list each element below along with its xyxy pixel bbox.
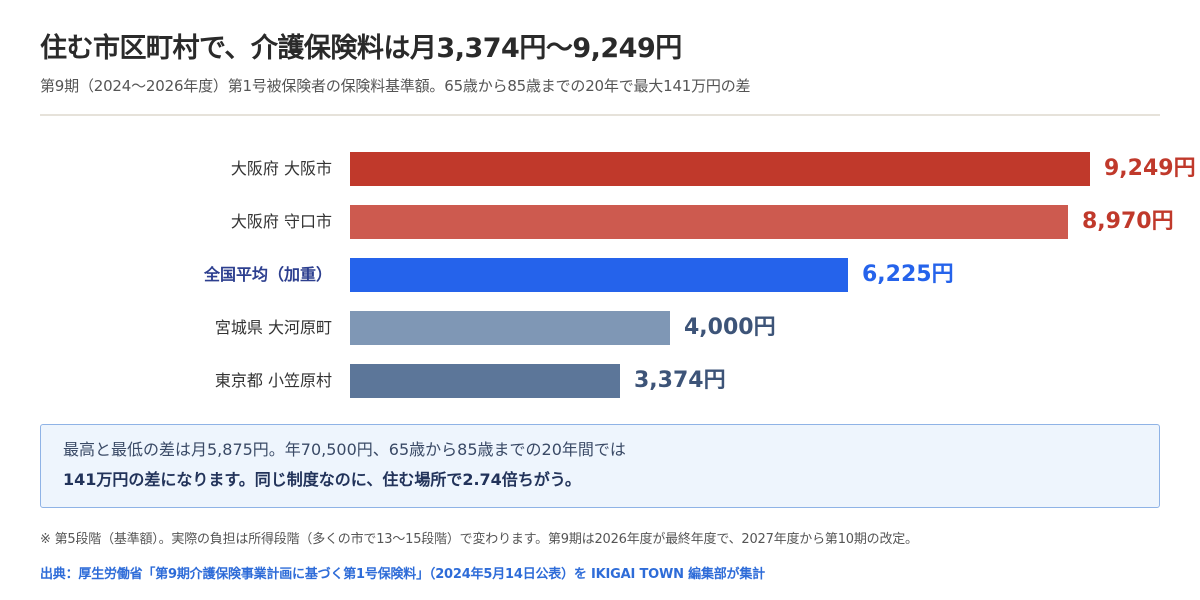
bar-label: 宮城県 大河原町 bbox=[214, 318, 332, 337]
note-line-1: 最高と最低の差は月5,875円。年70,500円、65歳から85歳までの20年間… bbox=[63, 440, 626, 459]
bar-value-label: 6,225円 bbox=[862, 262, 954, 287]
bar-row: 宮城県 大河原町 4,000円 bbox=[0, 305, 1200, 345]
footnote: ※ 第5段階（基準額）。実際の負担は所得段階（多くの市で13〜15段階）で変わり… bbox=[40, 532, 918, 547]
bar-row: 大阪府 大阪市 9,249円 bbox=[0, 146, 1200, 186]
bar-chart: 大阪府 大阪市 9,249円大阪府 守口市 8,970円全国平均（加重） 6,225円… bbox=[0, 146, 1200, 406]
source-credit: 出典：厚生労働省「第9期介護保険事業計画に基づく第1号保険料」（2024年5月1… bbox=[40, 567, 765, 582]
bar-value-label: 3,374円 bbox=[634, 368, 726, 393]
bar bbox=[350, 152, 1090, 186]
bar bbox=[350, 205, 1068, 239]
bar-label: 大阪府 大阪市 bbox=[230, 159, 332, 178]
header-divider bbox=[40, 114, 1160, 116]
page-title: 住む市区町村で、介護保険料は月3,374円〜9,249円 bbox=[40, 33, 682, 64]
bar-value-label: 8,970円 bbox=[1082, 209, 1174, 234]
bar-label: 大阪府 守口市 bbox=[230, 212, 332, 231]
bar-row: 全国平均（加重） 6,225円 bbox=[0, 252, 1200, 292]
bar-value-label: 4,000円 bbox=[684, 315, 776, 340]
bar-label: 全国平均（加重） bbox=[203, 265, 332, 284]
note-box: 最高と最低の差は月5,875円。年70,500円、65歳から85歳までの20年間… bbox=[40, 424, 1160, 508]
note-line-2: 141万円の差になります。同じ制度なのに、住む場所で2.74倍ちがう。 bbox=[63, 470, 581, 489]
bar bbox=[350, 311, 670, 345]
bar-value-label: 9,249円 bbox=[1104, 156, 1196, 181]
page-subtitle: 第9期（2024〜2026年度）第1号被保険者の保険料基準額。65歳から85歳ま… bbox=[40, 77, 751, 95]
bar bbox=[350, 258, 848, 292]
bar bbox=[350, 364, 620, 398]
bar-row: 大阪府 守口市 8,970円 bbox=[0, 199, 1200, 239]
bar-row: 東京都 小笠原村 3,374円 bbox=[0, 358, 1200, 398]
bar-label: 東京都 小笠原村 bbox=[214, 371, 332, 390]
